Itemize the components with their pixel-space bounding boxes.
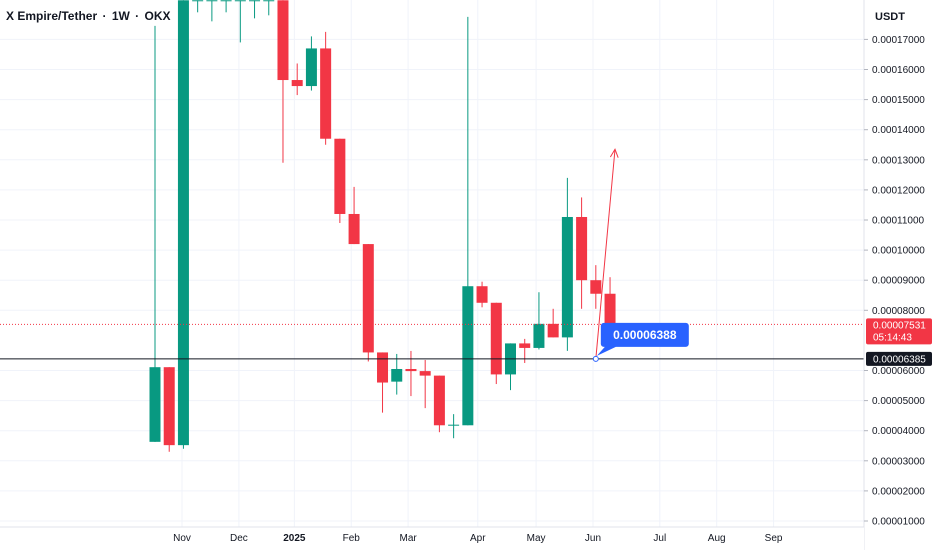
current-price-badge	[866, 318, 932, 345]
overlays: 0.00006388	[0, 148, 864, 362]
horizontal-line-label: 0.00006385	[873, 354, 926, 365]
candle-body	[433, 375, 445, 426]
candle-body	[561, 216, 573, 338]
time-tick-label: Nov	[173, 533, 191, 544]
candle-body	[348, 213, 360, 245]
candle-body	[263, 0, 275, 2]
candle-body	[377, 352, 389, 383]
current-price-label: 0.00007531	[873, 320, 926, 331]
candle-body	[476, 286, 488, 303]
price-tick-label: 0.00009000	[872, 276, 925, 287]
candle-body	[448, 424, 460, 426]
time-axis-background	[0, 527, 864, 550]
candle-body	[405, 368, 417, 372]
candle-body	[519, 343, 531, 348]
price-tick-label: 0.00015000	[872, 95, 925, 106]
candle-body	[305, 48, 317, 87]
candles	[149, 0, 616, 452]
callout-anchor	[592, 355, 599, 362]
candle-body	[590, 280, 602, 294]
candle-body	[177, 0, 189, 446]
price-tick-label: 0.00006000	[872, 366, 925, 377]
candle-body	[362, 244, 374, 353]
candle-body	[192, 0, 204, 2]
candle-body	[234, 0, 246, 2]
candle-body	[391, 368, 403, 382]
time-tick-label: Sep	[765, 533, 783, 544]
candle-body	[149, 367, 161, 442]
price-tick-label: 0.00003000	[872, 456, 925, 467]
candle-body	[490, 302, 502, 375]
candle-body	[604, 293, 616, 325]
price-tick-label: 0.00005000	[872, 396, 925, 407]
price-tick-label: 0.00010000	[872, 246, 925, 257]
price-tick-label: 0.00016000	[872, 65, 925, 76]
currency-label: USDT	[875, 11, 905, 23]
candle-body	[547, 323, 559, 338]
grid	[0, 0, 864, 527]
candle-body	[163, 367, 175, 446]
price-tick-label: 0.00011000	[872, 216, 925, 227]
time-axis: Nov Dec 2025 Feb Mar Apr May Jun Jul Aug Sep	[0, 526, 864, 550]
candle-body	[533, 323, 545, 348]
time-tick-label: Apr	[470, 533, 486, 544]
price-tick-label: 0.00017000	[872, 35, 925, 46]
candle-body	[576, 216, 588, 281]
exchange-label: OKX	[144, 9, 171, 23]
candle-body	[419, 371, 431, 376]
time-tick-label: Jun	[585, 533, 601, 544]
candle-body	[249, 0, 261, 2]
time-tick-label: May	[527, 533, 546, 544]
candle-body	[334, 138, 346, 214]
time-tick-label: Mar	[399, 533, 417, 544]
price-tick-label: 0.00004000	[872, 426, 925, 437]
candle-body	[320, 48, 332, 139]
time-tick-label: Jul	[653, 533, 666, 544]
price-tick-label: 0.00012000	[872, 185, 925, 196]
symbol-name: X Empire/Tether	[6, 9, 98, 23]
candle-body	[206, 0, 218, 2]
time-tick-label: Aug	[708, 533, 726, 544]
time-tick-label: Dec	[230, 533, 248, 544]
candle-body	[277, 0, 289, 81]
candle-body	[291, 80, 303, 87]
candle-body	[462, 286, 474, 426]
horizontal-line-badge	[866, 351, 932, 366]
interval-label: 1W	[111, 9, 130, 23]
price-axis-background	[864, 0, 932, 550]
callout-bubble	[596, 322, 689, 356]
countdown-label: 05:14:43	[873, 332, 912, 343]
chart-title: X Empire/Tether · 1W · OKX	[6, 9, 171, 23]
price-tick-label: 0.00008000	[872, 306, 925, 317]
price-axis: USDT 0.00017000 0.00016000 0.00015000 0.0001…	[863, 0, 932, 550]
projection-arrow-head	[609, 148, 619, 158]
price-tick-label: 0.00001000	[872, 517, 925, 528]
price-tick-label: 0.00014000	[872, 125, 925, 136]
time-tick-label: Feb	[343, 533, 361, 544]
candle-body	[220, 0, 232, 2]
callout-label: 0.00006388	[613, 328, 677, 342]
price-tick-label: 0.00013000	[872, 155, 925, 166]
projection-arrow-line	[595, 149, 616, 359]
time-tick-label: 2025	[283, 533, 306, 544]
price-tick-label: 0.00002000	[872, 486, 925, 497]
